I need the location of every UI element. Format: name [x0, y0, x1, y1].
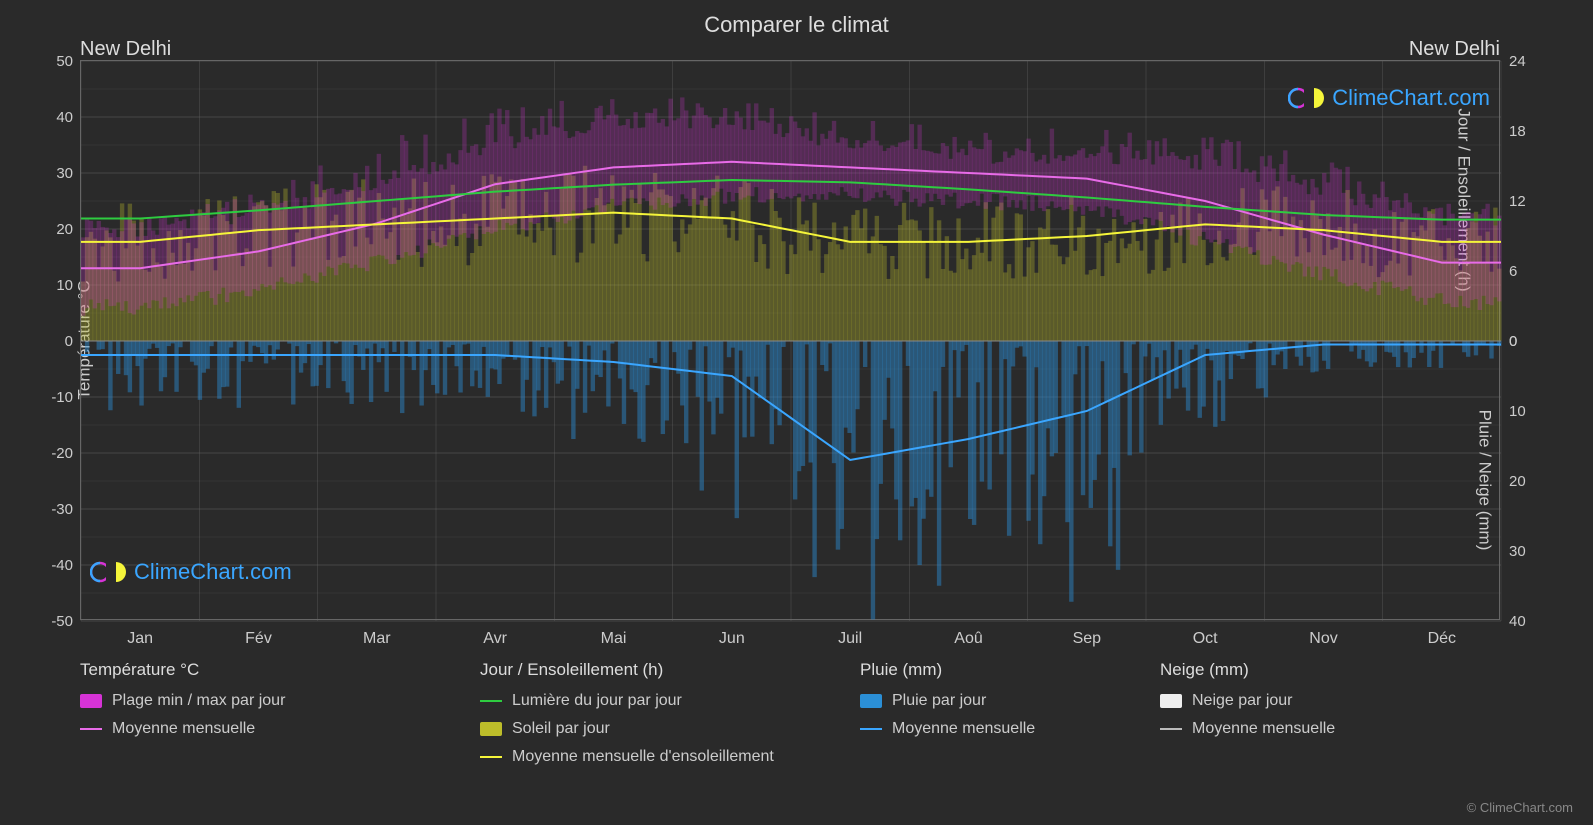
svg-text:Sep: Sep [1073, 630, 1102, 647]
svg-text:10: 10 [56, 277, 73, 294]
climechart-logo-icon [90, 560, 128, 584]
watermark-text: ClimeChart.com [134, 559, 292, 585]
legend-sun-mean: Moyenne mensuelle d'ensoleillement [480, 748, 820, 766]
legend-snow: Neige (mm) Neige par jour Moyenne mensue… [1160, 660, 1335, 766]
svg-text:50: 50 [56, 53, 73, 70]
legend-temp-mean: Moyenne mensuelle [80, 720, 440, 738]
svg-text:24: 24 [1509, 53, 1526, 70]
legend-sun-mean-label: Moyenne mensuelle d'ensoleillement [512, 748, 774, 766]
legend-rain-mean: Moyenne mensuelle [860, 720, 1120, 738]
svg-text:0: 0 [65, 333, 73, 350]
svg-text:40: 40 [1509, 613, 1526, 630]
legend-rain-header: Pluie (mm) [860, 660, 1120, 680]
legend-snow-bars: Neige par jour [1160, 692, 1335, 710]
svg-text:Aoû: Aoû [954, 630, 982, 647]
chart-title: Comparer le climat [0, 0, 1593, 38]
svg-text:-30: -30 [51, 501, 73, 518]
legend-temp-range-label: Plage min / max par jour [112, 692, 285, 710]
legend-day-header: Jour / Ensoleillement (h) [480, 660, 820, 680]
svg-text:Mar: Mar [363, 630, 391, 647]
legend-rain: Pluie (mm) Pluie par jour Moyenne mensue… [860, 660, 1120, 766]
svg-text:Juil: Juil [838, 630, 862, 647]
svg-text:Nov: Nov [1309, 630, 1337, 647]
swatch-daylight-icon [480, 700, 502, 702]
svg-text:Jan: Jan [127, 630, 153, 647]
svg-text:Fév: Fév [245, 630, 272, 647]
climechart-logo-icon [1288, 86, 1326, 110]
chart-area: New Delhi New Delhi Température °C Jour … [80, 60, 1500, 620]
swatch-snow-bars-icon [1160, 694, 1182, 708]
svg-text:Déc: Déc [1428, 630, 1456, 647]
legend-rain-bars-label: Pluie par jour [892, 692, 986, 710]
swatch-rain-bars-icon [860, 694, 882, 708]
plot-svg: 50403020100-10-20-30-40-5024181260010203… [80, 60, 1500, 620]
swatch-rain-mean-icon [860, 728, 882, 730]
copyright: © ClimeChart.com [1467, 800, 1573, 815]
legend-sun-label: Soleil par jour [512, 720, 610, 738]
svg-text:Mai: Mai [601, 630, 627, 647]
svg-text:0: 0 [1509, 333, 1517, 350]
svg-text:12: 12 [1509, 193, 1526, 210]
svg-text:30: 30 [56, 165, 73, 182]
legend-temp-header: Température °C [80, 660, 440, 680]
svg-text:-40: -40 [51, 557, 73, 574]
swatch-sun-icon [480, 722, 502, 736]
swatch-snow-mean-icon [1160, 728, 1182, 730]
legend-snow-mean: Moyenne mensuelle [1160, 720, 1335, 738]
legend-daylight-label: Lumière du jour par jour [512, 692, 682, 710]
svg-text:-10: -10 [51, 389, 73, 406]
legend-temp-mean-label: Moyenne mensuelle [112, 720, 255, 738]
watermark-bottom: ClimeChart.com [90, 559, 292, 585]
legend-rain-bars: Pluie par jour [860, 692, 1120, 710]
svg-text:-20: -20 [51, 445, 73, 462]
legend-day: Jour / Ensoleillement (h) Lumière du jou… [480, 660, 820, 766]
legend-snow-bars-label: Neige par jour [1192, 692, 1293, 710]
legend-snow-header: Neige (mm) [1160, 660, 1335, 680]
city-label-right: New Delhi [1409, 38, 1500, 61]
legend-temp: Température °C Plage min / max par jour … [80, 660, 440, 766]
svg-text:Avr: Avr [483, 630, 507, 647]
swatch-temp-range-icon [80, 694, 102, 708]
watermark-text: ClimeChart.com [1332, 85, 1490, 111]
swatch-sun-mean-icon [480, 756, 502, 758]
legend-temp-range: Plage min / max par jour [80, 692, 440, 710]
svg-text:30: 30 [1509, 543, 1526, 560]
swatch-temp-mean-icon [80, 728, 102, 730]
svg-text:18: 18 [1509, 123, 1526, 140]
legend-snow-mean-label: Moyenne mensuelle [1192, 720, 1335, 738]
legend-daylight: Lumière du jour par jour [480, 692, 820, 710]
svg-text:20: 20 [56, 221, 73, 238]
svg-text:40: 40 [56, 109, 73, 126]
svg-text:6: 6 [1509, 263, 1517, 280]
svg-text:Jun: Jun [719, 630, 745, 647]
svg-text:20: 20 [1509, 473, 1526, 490]
svg-text:10: 10 [1509, 403, 1526, 420]
legend: Température °C Plage min / max par jour … [80, 660, 1553, 766]
svg-text:-50: -50 [51, 613, 73, 630]
legend-sun: Soleil par jour [480, 720, 820, 738]
legend-rain-mean-label: Moyenne mensuelle [892, 720, 1035, 738]
svg-text:Oct: Oct [1193, 630, 1218, 647]
city-label-left: New Delhi [80, 38, 171, 61]
watermark-top: ClimeChart.com [1288, 85, 1490, 111]
